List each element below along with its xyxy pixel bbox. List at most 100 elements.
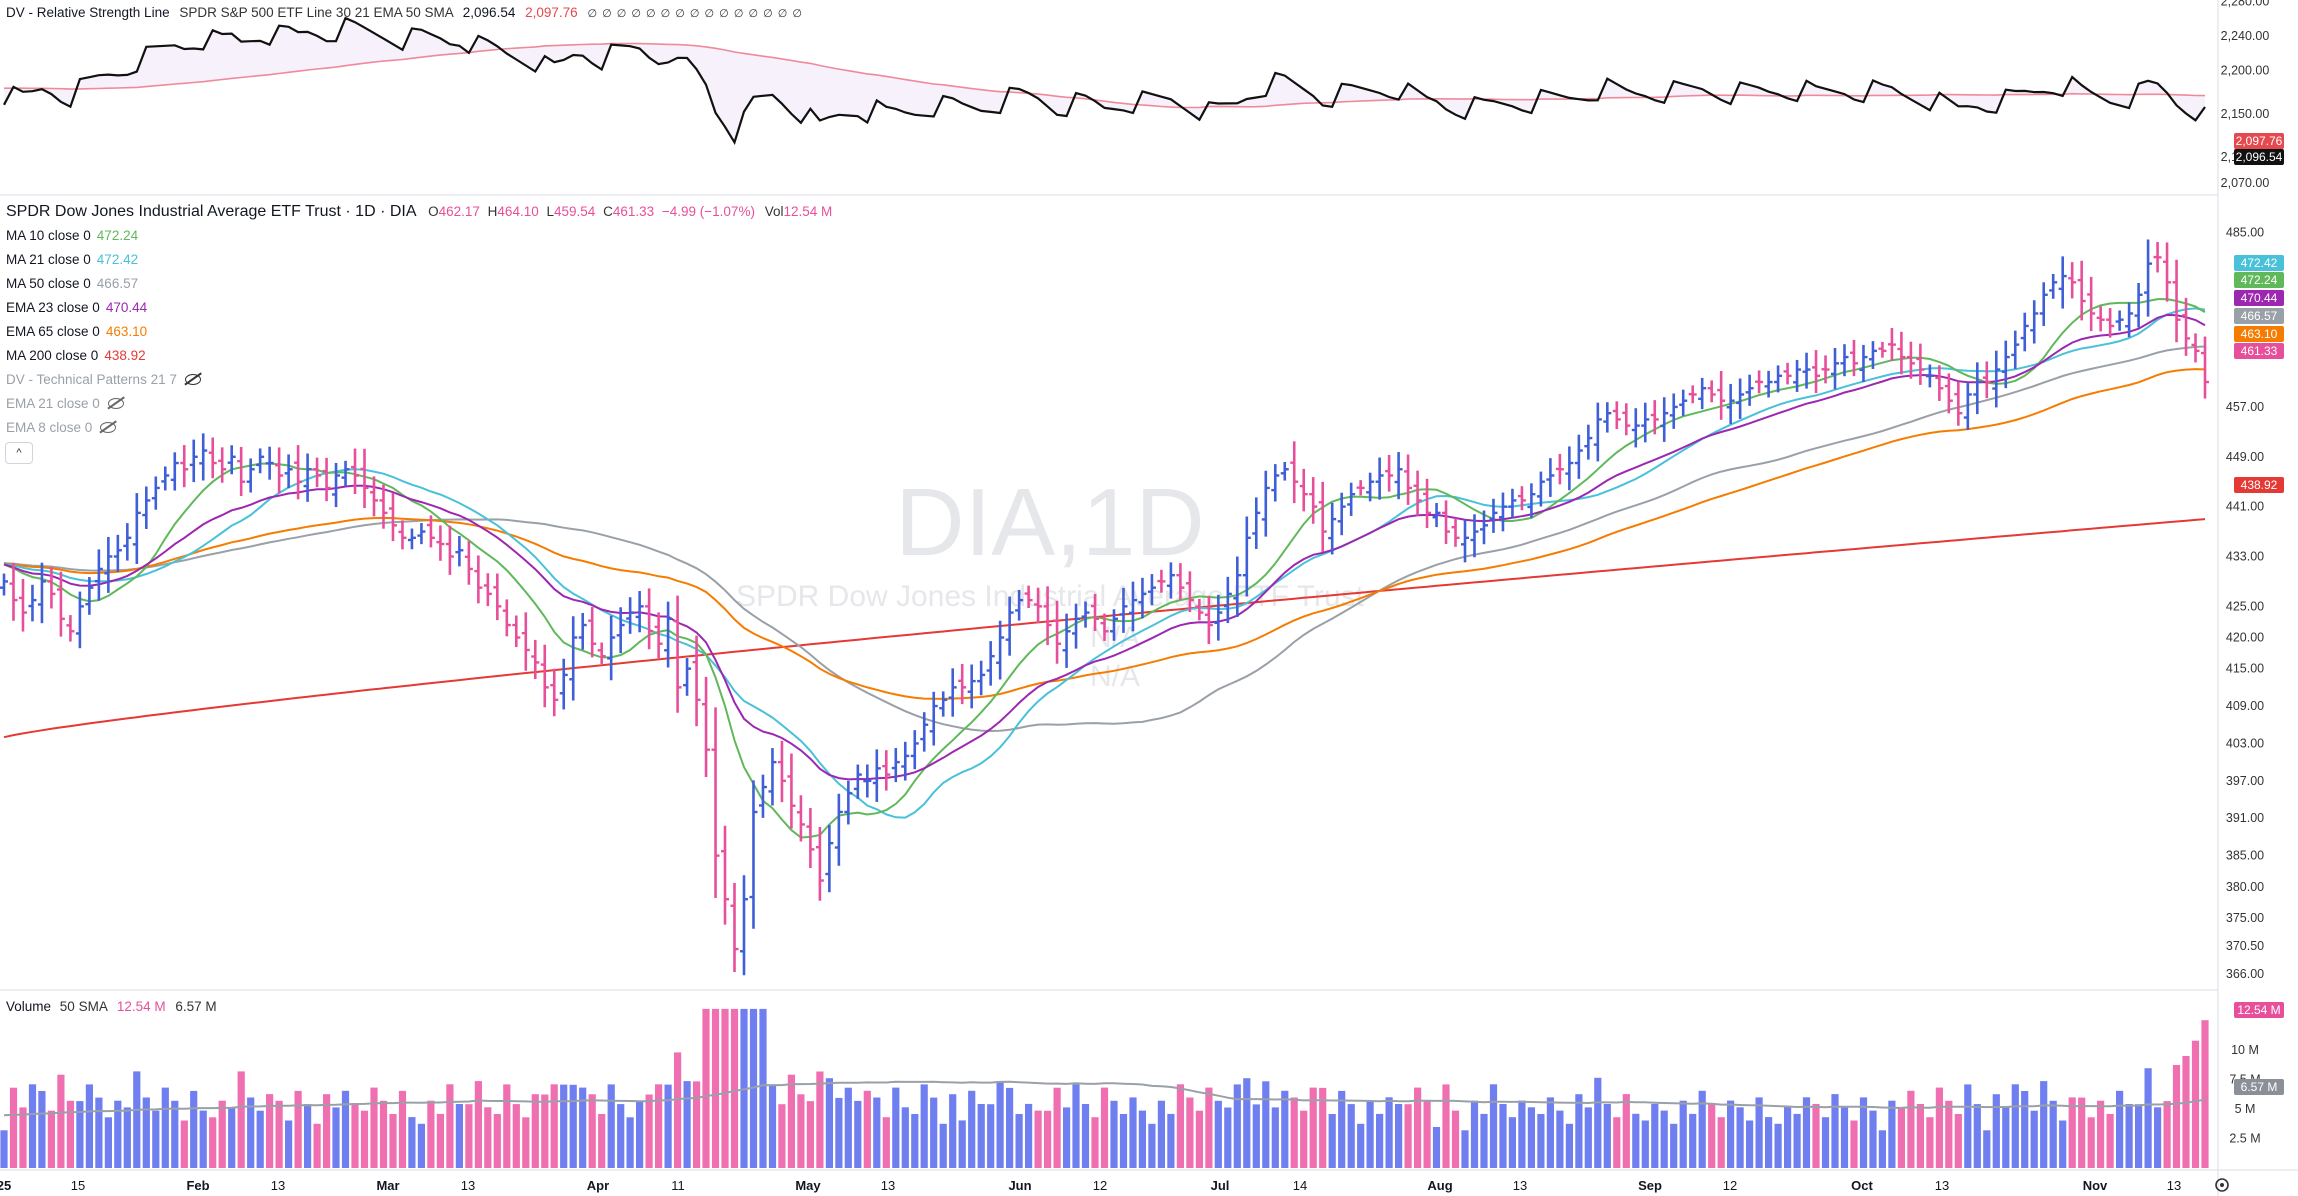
ohlc-bar	[1147, 574, 1156, 606]
ohlc-bar	[388, 492, 397, 542]
indicator-row-technical-patterns[interactable]: DV - Technical Patterns 21 7	[6, 372, 201, 396]
volume-bar	[2201, 1020, 2209, 1168]
ohlc-bar	[1536, 471, 1545, 507]
ohlc-bar	[1517, 486, 1526, 511]
ohlc-bar	[2087, 276, 2096, 332]
volume-bar	[778, 1104, 786, 1168]
price-tag-text: 472.24	[2241, 273, 2278, 287]
indicator-row-ema8[interactable]: EMA 8 close 0	[6, 420, 201, 444]
volume-bar	[512, 1104, 520, 1168]
time-axis-tick: 11	[671, 1178, 685, 1193]
volume-bar	[2078, 1097, 2086, 1168]
indicator-label: MA 10 close 0	[6, 228, 91, 243]
eye-hidden-icon[interactable]	[184, 374, 201, 385]
ohlc-bar	[1954, 381, 1963, 426]
volume-bar	[436, 1113, 444, 1168]
ohlc-bar	[1935, 365, 1944, 401]
eye-hidden-icon[interactable]	[100, 422, 117, 433]
indicator-row-ma50[interactable]: MA 50 close 0 466.57	[6, 276, 201, 300]
ohlc-bar	[275, 447, 284, 494]
ohlc-bar	[550, 668, 559, 717]
indicator-row-ema21[interactable]: EMA 21 close 0	[6, 396, 201, 420]
indicator-row-ma21[interactable]: MA 21 close 0 472.42	[6, 252, 201, 276]
ohlc-bar	[398, 520, 407, 550]
volume-bar	[1736, 1107, 1744, 1168]
ma50-line	[3, 345, 2206, 733]
ohlc-bar	[351, 448, 360, 495]
indicator-row-ema23[interactable]: EMA 23 close 0 470.44	[6, 300, 201, 324]
collapse-legend-button[interactable]: ^	[5, 442, 33, 464]
time-axis: 25 15 Feb 13 Mar 13 Apr 11 May 13 Jun 12 Jul 14 Aug 13 S…	[0, 1178, 2181, 1193]
volume-bar	[218, 1100, 226, 1168]
volume-bar	[1821, 1117, 1830, 1168]
indicator-row-ma10[interactable]: MA 10 close 0 472.24	[6, 228, 201, 252]
price-axis-tick: 380.00	[2226, 880, 2264, 894]
rs-title: DV - Relative Strength Line	[6, 5, 170, 20]
ohlc-bar	[1859, 344, 1868, 383]
ohlc-bar	[2201, 336, 2209, 399]
volume-bar	[2059, 1120, 2067, 1168]
ohlc-bar	[939, 691, 948, 717]
volume-bar	[1053, 1087, 1061, 1168]
ohlc-bar	[1479, 510, 1488, 545]
ohlc-bar	[436, 525, 445, 561]
ema23-line	[3, 313, 2206, 781]
ohlc-bar	[313, 457, 322, 488]
indicator-row-ma200[interactable]: MA 200 close 0 438.92	[6, 348, 201, 372]
settings-gear-icon[interactable]	[2215, 1178, 2229, 1192]
volume-bar	[1935, 1087, 1943, 1168]
volume-bar	[806, 1101, 814, 1168]
volume-bar	[1945, 1100, 1953, 1168]
ohlc-bar	[882, 750, 891, 791]
volume-bar	[1290, 1097, 1298, 1168]
volume-bar	[664, 1084, 672, 1168]
volume-bar	[304, 1104, 312, 1168]
ohlc-bar	[1347, 482, 1356, 516]
ohlc-bar	[1138, 577, 1147, 619]
volume-bar	[1689, 1113, 1697, 1168]
ohlc-bar	[1726, 383, 1735, 425]
volume-bar	[1489, 1084, 1498, 1168]
ohlc-bar	[1053, 600, 1062, 664]
indicator-label: EMA 8 close 0	[6, 420, 93, 435]
ohlc-bar	[1299, 468, 1308, 512]
ohlc-bar	[2068, 262, 2077, 299]
ohlc-bar	[161, 466, 170, 491]
volume-bar	[455, 1104, 463, 1168]
volume-bar	[1063, 1107, 1071, 1168]
eye-hidden-icon[interactable]	[107, 398, 124, 409]
volume-bar	[370, 1087, 378, 1168]
volume-bar	[398, 1090, 407, 1168]
volume-bar	[1100, 1087, 1109, 1168]
ohlc-bar	[189, 439, 198, 483]
time-axis-tick: Mar	[376, 1178, 399, 1193]
ohlc-bar	[1868, 341, 1877, 369]
price-axis-tick: 457.00	[2226, 400, 2264, 414]
ohlc-bar	[2163, 242, 2172, 302]
indicator-value: 463.10	[105, 324, 148, 339]
ohlc-bar	[834, 793, 843, 866]
ohlc-bar	[1774, 365, 1783, 393]
ohlc-bar	[1669, 393, 1678, 429]
volume-bar	[1015, 1114, 1023, 1168]
ohlc-bar	[787, 753, 796, 829]
ohlc-bar	[1831, 347, 1840, 390]
volume-bar	[95, 1097, 103, 1168]
volume-bar	[332, 1107, 340, 1168]
ohlc-bar	[464, 541, 473, 585]
watermark-na-2: N/A	[1090, 660, 1140, 693]
indicator-label: EMA 23 close 0	[6, 300, 100, 315]
ohlc-bar	[132, 493, 141, 565]
ohlc-bar	[37, 562, 46, 624]
price-axis-tick: 366.00	[2226, 967, 2264, 981]
indicator-value: 466.57	[96, 276, 139, 291]
ohlc-bar	[1015, 589, 1024, 621]
volume-bar	[446, 1084, 454, 1168]
ohlc-bar	[0, 573, 8, 596]
volume-bar	[1812, 1104, 1820, 1168]
volume-bar	[873, 1097, 881, 1168]
indicator-row-ema65[interactable]: EMA 65 close 0 463.10	[6, 324, 201, 348]
price-tag: 438.92	[2234, 477, 2284, 493]
ohlc-bar	[1451, 518, 1460, 547]
